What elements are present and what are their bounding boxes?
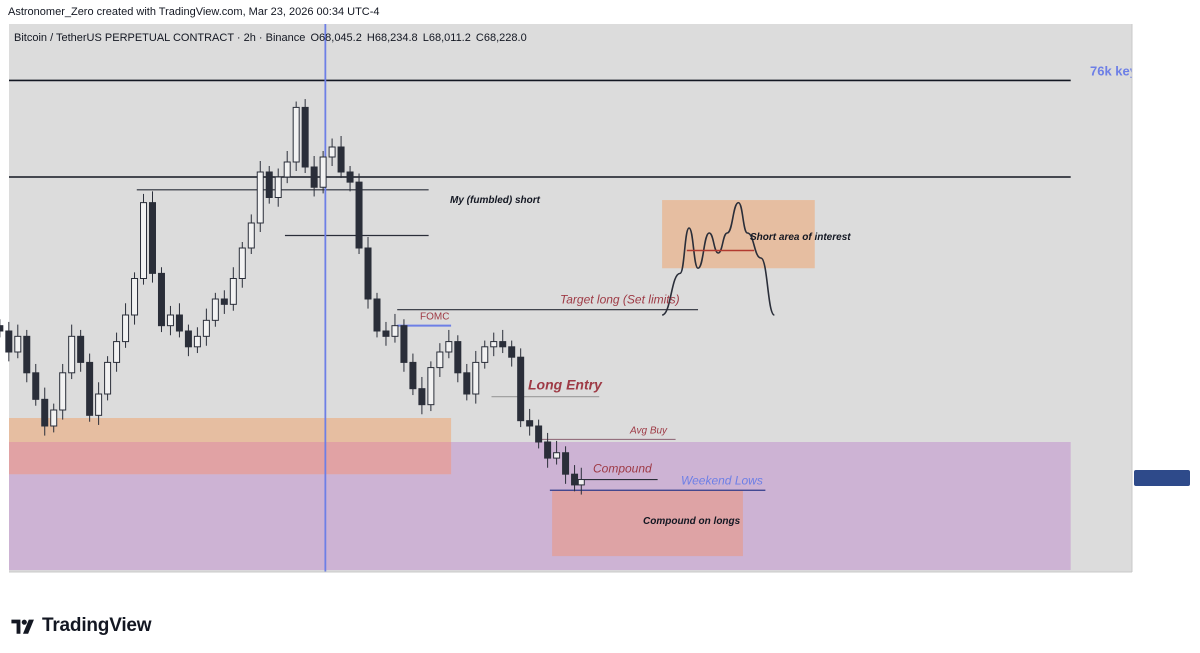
candle-body bbox=[355, 181, 363, 249]
candle-body bbox=[238, 247, 246, 279]
candles-layer bbox=[0, 99, 585, 495]
candle-body bbox=[86, 361, 94, 416]
candle-body bbox=[526, 420, 534, 427]
tradingview-logo[interactable]: TradingView bbox=[10, 615, 152, 637]
candle-body bbox=[310, 166, 318, 188]
candle-body bbox=[553, 452, 561, 459]
candle-body bbox=[140, 202, 148, 279]
candle-body bbox=[256, 171, 264, 224]
level-label-target-long: Target long (Set limits) bbox=[560, 293, 680, 307]
candle-body bbox=[41, 398, 49, 427]
candle-body bbox=[50, 409, 58, 427]
level-label-compound: Compound bbox=[593, 462, 652, 476]
candle-body bbox=[0, 325, 4, 332]
chart-area[interactable]: 76k key My (fumbled) short Target long (Se… bbox=[0, 0, 1200, 600]
candle-body bbox=[113, 341, 121, 363]
candle-body bbox=[265, 171, 273, 198]
open-value: O68,045.2 bbox=[310, 32, 362, 44]
candle-body bbox=[472, 361, 480, 395]
candle-body bbox=[544, 441, 552, 459]
candle-body bbox=[14, 335, 22, 353]
candle-body bbox=[301, 106, 309, 168]
time-axis-bg bbox=[0, 572, 1200, 600]
zones-layer bbox=[9, 200, 1071, 571]
candle-body bbox=[292, 106, 300, 163]
candle-body bbox=[166, 314, 174, 327]
candle-body bbox=[202, 319, 210, 337]
candle-body bbox=[5, 330, 13, 353]
symbol-info: Bitcoin / TetherUS PERPETUAL CONTRACT · … bbox=[14, 32, 529, 44]
zone-red-3 bbox=[552, 490, 743, 557]
candle-body bbox=[373, 298, 381, 332]
candle-body bbox=[364, 247, 372, 300]
chart-credit: Astronomer_Zero created with TradingView… bbox=[8, 6, 380, 18]
level-label-avg-buy: Avg Buy bbox=[629, 425, 668, 436]
candle-body bbox=[562, 452, 570, 475]
candle-body bbox=[211, 298, 219, 321]
candle-body bbox=[499, 341, 507, 348]
candle-body bbox=[131, 278, 139, 316]
candle-body bbox=[517, 356, 525, 422]
candle-body bbox=[490, 341, 498, 348]
candle-body bbox=[427, 367, 435, 406]
level-label-fomc: FOMC bbox=[420, 312, 449, 323]
candle-body bbox=[418, 388, 426, 406]
candle-body bbox=[400, 325, 408, 363]
candle-body bbox=[346, 171, 354, 183]
level-label-fumbled-short: My (fumbled) short bbox=[450, 195, 541, 206]
tradingview-logo-icon bbox=[11, 619, 34, 634]
candle-body bbox=[148, 202, 156, 274]
candle-body bbox=[193, 335, 201, 348]
candle-body bbox=[508, 346, 516, 358]
level-label-76k: 76k key bbox=[1090, 63, 1138, 78]
candle-body bbox=[59, 372, 67, 411]
candle-body bbox=[436, 351, 444, 369]
candle-body bbox=[328, 146, 336, 158]
zone-orange-2 bbox=[662, 200, 815, 269]
candle-body bbox=[23, 335, 31, 374]
price-axis-bg bbox=[1132, 0, 1200, 600]
candle-body bbox=[535, 425, 543, 443]
candle-body bbox=[319, 156, 327, 188]
zone-label-compound-longs: Compound on longs bbox=[643, 516, 741, 527]
candle-body bbox=[454, 341, 462, 374]
candle-body bbox=[481, 346, 489, 363]
low-value: L68,011.2 bbox=[422, 32, 471, 44]
candle-body bbox=[274, 176, 282, 198]
candle-body bbox=[32, 372, 40, 400]
candle-body bbox=[391, 325, 399, 337]
candle-body bbox=[220, 298, 228, 305]
candle-body bbox=[337, 146, 345, 173]
level-label-weekend-lows: Weekend Lows bbox=[681, 473, 763, 487]
high-value: H68,234.8 bbox=[366, 32, 418, 44]
candle-body bbox=[104, 361, 112, 395]
candle-body bbox=[95, 393, 103, 416]
candle-body bbox=[77, 335, 85, 363]
close-value: C68,228.0 bbox=[475, 32, 527, 44]
candle-body bbox=[577, 479, 585, 486]
candle-body bbox=[68, 335, 76, 374]
candle-body bbox=[175, 314, 183, 332]
brand-name: TradingView bbox=[42, 615, 152, 636]
price-chart[interactable]: 76k key My (fumbled) short Target long (Se… bbox=[0, 0, 1200, 600]
symbol-name[interactable]: Bitcoin / TetherUS PERPETUAL CONTRACT · … bbox=[14, 32, 306, 44]
projection-path bbox=[661, 201, 776, 316]
candle-body bbox=[445, 341, 453, 353]
candle-body bbox=[157, 272, 165, 327]
candle-body bbox=[247, 222, 255, 249]
axes-layer bbox=[0, 0, 1200, 600]
candle-body bbox=[229, 278, 237, 305]
zone-overlap bbox=[9, 442, 452, 475]
candle-body bbox=[571, 473, 579, 486]
candle-body bbox=[382, 330, 390, 337]
last-price-tag bbox=[1134, 470, 1190, 487]
candle-body bbox=[463, 372, 471, 395]
candle-body bbox=[184, 330, 192, 348]
zone-label-short-area: Short area of interest bbox=[750, 232, 851, 243]
candle-body bbox=[122, 314, 130, 343]
candle-body bbox=[283, 161, 291, 178]
candle-body bbox=[409, 361, 417, 390]
level-label-long-entry: Long Entry bbox=[528, 377, 603, 393]
